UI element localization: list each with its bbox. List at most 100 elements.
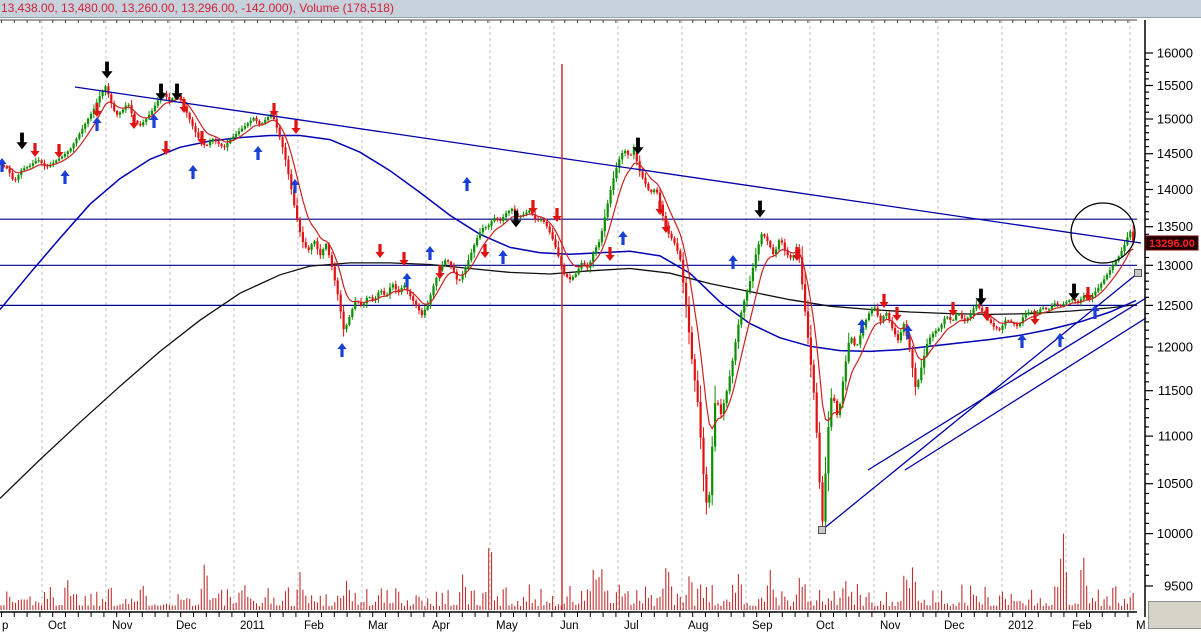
month-label: Aug [688,620,708,632]
price-tick-label: 15500 [1157,78,1193,93]
up-arrow-signal [60,170,70,184]
signal-arrows [0,61,1100,357]
down-arrow-signal [1068,283,1080,301]
scrollbar-track[interactable] [1148,601,1201,629]
descending-resistance[interactable] [74,86,1142,244]
month-label: Sep [752,620,772,632]
month-label: Apr [432,620,450,632]
down-arrow-signal [375,244,385,258]
month-label: Oct [816,620,835,632]
down-arrow-signal [975,288,987,306]
down-arrow-signal [1030,311,1040,325]
support-resistance-lines[interactable] [0,218,1137,306]
down-arrow-signal [269,103,279,117]
last-price-tag: 13296.00 [1145,235,1199,251]
ohlc-readout-bar: 13,438.00, 13,480.00, 13,260.00, 13,296.… [0,0,1201,18]
down-arrow-signal [605,247,615,261]
price-tick-label: 15000 [1157,112,1193,127]
up-arrow-signal [402,273,412,287]
month-label: Dec [944,620,965,632]
down-arrow-signal [155,83,167,101]
ohlc-readout-text: 13,438.00, 13,480.00, 13,260.00, 13,296.… [1,1,394,15]
month-label: Nov [112,620,133,632]
price-axis-labels: 9500 10000 10500 11000 11500 12000 12500 13000 1… [1157,46,1193,594]
down-arrow-signal [632,137,644,155]
moving-averages [0,134,1137,499]
down-arrow-signal [161,141,171,155]
price-tick-label: 11500 [1158,383,1193,398]
month-label: Nov [880,620,901,632]
up-arrow-signal [1055,333,1065,347]
down-arrow-signal [101,61,113,79]
month-labels: p Oct Nov Dec 2011 Feb Mar Apr May Jun Jul Aug Sep Oc… [2,620,1146,632]
up-arrow-signal [462,177,472,191]
down-arrow-signal [879,294,889,308]
down-arrow-signal [92,103,102,117]
month-label: p [2,620,8,632]
price-tick-label: 13000 [1157,258,1193,273]
price-tick-label: 16000 [1157,46,1193,61]
down-arrow-signal [179,99,189,113]
down-arrow-signal [892,307,902,321]
down-arrow-signal [129,115,139,129]
up-arrow-signal [903,325,913,339]
month-label: Feb [304,620,324,632]
up-arrow-signal [498,250,508,264]
volume-bars [0,533,1134,610]
price-tick-label: 14500 [1157,146,1193,161]
ascending-support-2[interactable] [867,297,1147,471]
up-arrow-signal [0,158,7,172]
up-arrow-signal [188,165,198,179]
mid-ma-blue [0,134,1137,353]
month-label: 2011 [240,620,265,632]
price-tick-label: 9500 [1164,579,1193,594]
up-arrow-signal [290,179,300,193]
down-arrow-signal [399,252,409,266]
down-arrow-signal [435,265,445,279]
down-arrow-signal [291,120,301,134]
fast-ma-red [6,98,1134,430]
down-arrow-signal [948,302,958,316]
drag-handle[interactable] [1134,269,1142,277]
up-arrow-signal [857,319,867,333]
price-tick-label: 12500 [1157,298,1193,313]
drag-handle[interactable] [818,526,826,534]
down-arrow-signal [655,201,665,215]
down-arrow-signal [552,208,562,222]
month-gridlines [41,20,1131,612]
up-arrow-signal [618,231,628,245]
ellipse-annotation[interactable] [1070,202,1136,264]
trendline-handles[interactable] [818,269,1142,534]
up-arrow-signal [337,343,347,357]
last-price-value: 13296.00 [1149,238,1195,250]
month-label: Mar [368,620,388,632]
down-arrow-signal [1083,287,1093,301]
month-label: Oct [48,620,67,632]
month-label: 2012 [1008,620,1034,632]
down-arrow-signal [54,144,64,158]
down-arrow-signal [197,131,207,145]
price-tick-label: 12000 [1157,340,1193,355]
price-tick-label: 10000 [1157,526,1193,541]
up-arrow-signal [425,246,435,260]
down-arrow-signal [661,219,671,233]
up-arrow-signal [728,255,738,269]
month-label: M [1136,620,1146,632]
down-arrow-signal [792,247,802,261]
ascending-support-1[interactable] [821,272,1139,531]
month-label: Feb [1072,620,1092,632]
month-label: Dec [176,620,197,632]
up-arrow-signal [1017,334,1027,348]
down-arrow-signal [30,143,40,157]
down-arrow-signal [16,132,28,150]
ascending-support-3[interactable] [904,317,1147,471]
up-arrow-signal [149,114,159,128]
down-arrow-signal [982,307,992,321]
trendlines[interactable] [74,86,1147,531]
up-arrow-signal [1090,305,1100,319]
up-arrow-signal [253,146,263,160]
up-arrow-signal [92,117,102,131]
month-label: May [496,620,518,632]
